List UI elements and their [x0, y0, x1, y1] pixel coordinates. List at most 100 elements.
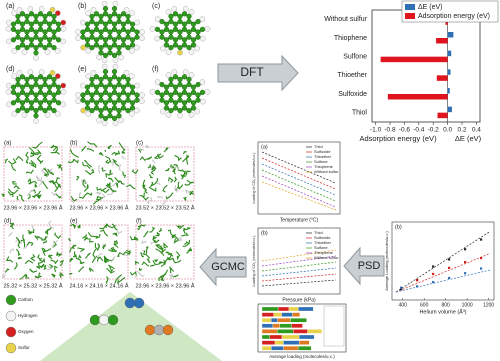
- edge-atom: [90, 69, 97, 76]
- stacked-segment: [291, 323, 303, 328]
- framework-fragment: [92, 248, 97, 258]
- edge-atom: [123, 6, 130, 13]
- framework-fragment: [113, 243, 119, 248]
- framework-fragment: [25, 151, 29, 161]
- edge-atom: [194, 45, 200, 52]
- x-tick-label: 0.0: [443, 127, 452, 134]
- stacked-segment: [261, 323, 274, 328]
- carbon-atom: [42, 92, 48, 98]
- carbon-atom: [42, 76, 48, 83]
- framework-fragment: [34, 183, 38, 188]
- carbon-atom: [181, 37, 188, 43]
- x-tick-label: 800: [442, 302, 451, 308]
- framework-fragment: [54, 265, 58, 272]
- framework-fragment: [113, 239, 119, 244]
- framework-fragment: [114, 150, 121, 156]
- carbon-atom: [120, 11, 127, 17]
- edge-atom: [54, 111, 61, 117]
- x-tick-label: 1200: [483, 302, 494, 308]
- carbon-atom: [199, 26, 206, 33]
- edge-atom: [33, 55, 39, 61]
- framework-fragment: [112, 232, 118, 237]
- framework-fragment: [136, 270, 145, 277]
- framework-fragment: [129, 235, 139, 241]
- carbon-atom: [172, 26, 179, 33]
- stacked-segment: [274, 340, 284, 345]
- edge-atom: [38, 69, 45, 75]
- edge-atom: [188, 72, 195, 78]
- carbon-atom: [28, 105, 35, 111]
- framework-fragment: [37, 194, 42, 200]
- framework-fragment: [163, 242, 169, 249]
- panel-label: (d): [6, 66, 15, 73]
- framework-fragment: [141, 261, 150, 267]
- framework-fragment: [18, 194, 25, 202]
- carbon-atom: [120, 100, 127, 106]
- edge-atom: [139, 98, 145, 104]
- carbon-atom: [46, 37, 53, 43]
- carbon-atom: [129, 105, 136, 111]
- framework-fragment: [27, 194, 31, 200]
- framework-fragment: [51, 239, 58, 248]
- carbon-atom: [129, 84, 136, 90]
- carbon-atom: [190, 26, 197, 33]
- carbon-atom: [46, 89, 53, 96]
- carbon-atom: [116, 13, 122, 20]
- framework-fragment: [182, 170, 187, 178]
- category-label: Thiophene: [334, 35, 367, 42]
- carbon-atom: [172, 74, 179, 80]
- edge-atom: [200, 98, 206, 105]
- framework-fragment: [116, 252, 124, 257]
- edge-atom: [54, 48, 61, 54]
- framework-fragment: [143, 192, 145, 198]
- framework-fragment: [106, 182, 111, 188]
- carbon-atom: [84, 84, 91, 90]
- x-tick-label: 1000: [462, 302, 473, 308]
- carbon-atom: [177, 81, 183, 88]
- carbon-atom: [98, 92, 104, 98]
- framework-fragment: [92, 196, 104, 205]
- carbon-atom: [15, 13, 21, 20]
- edge-atom: [199, 16, 206, 22]
- edge-atom: [54, 10, 61, 16]
- carbon-atom: [159, 81, 165, 88]
- framework-fragment: [175, 224, 185, 230]
- legend-label: ΔE (eV): [418, 4, 443, 11]
- framework-fragment: [114, 274, 123, 284]
- carbon-atom: [116, 44, 122, 51]
- framework-fragment: [118, 180, 125, 185]
- framework-fragment: [172, 274, 179, 278]
- panel-label: (f): [136, 219, 142, 225]
- framework-fragment: [142, 250, 151, 259]
- framework-fragment: [149, 227, 156, 233]
- scatter-point: [480, 256, 483, 260]
- legend-label: Thiol: [314, 144, 323, 149]
- carbon-atom: [28, 100, 35, 106]
- framework-fragment: [172, 258, 182, 264]
- carbon-atom: [33, 97, 39, 103]
- trend-line: [261, 151, 337, 184]
- framework-fragment: [56, 251, 62, 257]
- framework-fragment: [91, 255, 100, 263]
- carbon-atom: [186, 97, 192, 103]
- cell-size: 25.32 × 25.32 × 25.32 Å: [3, 282, 62, 289]
- carbon-atom: [10, 84, 17, 90]
- carbon-atom: [33, 50, 39, 56]
- carbon-atom: [190, 105, 197, 111]
- edge-atom: [134, 44, 140, 51]
- framework-fragment: [161, 269, 169, 280]
- carbon-atom: [163, 84, 170, 90]
- scatter-point: [400, 288, 403, 291]
- framework-fragment: [100, 229, 109, 237]
- carbon-atom: [120, 21, 127, 27]
- carbon-atom: [19, 74, 26, 80]
- carbon-atom: [181, 26, 188, 33]
- scatter-point: [464, 272, 467, 275]
- stacked-segment: [261, 340, 276, 345]
- edge-atom: [134, 107, 140, 114]
- framework-fragment: [107, 177, 114, 183]
- framework-fragment: [13, 185, 21, 190]
- framework-fragment: [40, 263, 45, 269]
- carbon-atom: [163, 21, 170, 27]
- carbon-atom: [120, 42, 127, 48]
